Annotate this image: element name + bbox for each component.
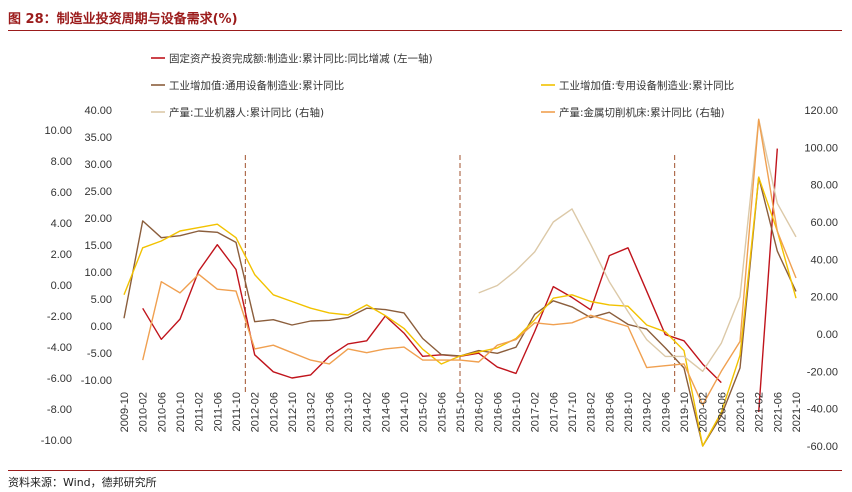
left-inner-axis-tick: 30.00: [84, 159, 112, 171]
left-inner-axis-tick: 40.00: [84, 105, 112, 117]
left-outer-axis-tick: -2.00: [47, 311, 72, 323]
x-axis-tick: 2016-02: [474, 392, 486, 432]
x-axis-tick: 2013-10: [343, 392, 355, 432]
left-outer-axis-tick: 4.00: [51, 218, 72, 230]
series-line-4: [478, 118, 797, 372]
x-axis-tick: 2015-02: [418, 392, 430, 432]
legend-label-4: 产量:工业机器人:累计同比 (右轴): [169, 106, 324, 119]
left-inner-axis-tick: 20.00: [84, 213, 112, 225]
x-axis-tick: 2018-06: [604, 392, 616, 432]
x-axis-tick: 2011-10: [231, 392, 243, 432]
chart-title: 图 28：制造业投资周期与设备需求(%): [8, 12, 238, 27]
legend-label-1: 固定资产投资完成额:制造业:累计同比:同比增减 (左一轴): [169, 52, 433, 65]
x-axis-tick: 2012-06: [268, 392, 280, 432]
left-inner-axis-tick: -10.00: [81, 375, 112, 387]
x-axis-tick: 2017-02: [530, 392, 542, 432]
x-axis-tick: 2014-06: [380, 392, 392, 432]
left-outer-axis-tick: 10.00: [44, 125, 72, 137]
x-axis-tick: 2020-02: [698, 392, 710, 432]
left-inner-axis-tick: 15.00: [84, 240, 112, 252]
x-axis-tick: 2019-10: [679, 392, 691, 432]
x-axis-tick: 2014-02: [362, 392, 374, 432]
x-axis-tick: 2009-10: [119, 392, 131, 432]
left-outer-axis-tick: -6.00: [47, 373, 72, 385]
x-axis-tick: 2021-10: [791, 392, 803, 432]
right-axis-tick: -20.00: [807, 366, 838, 378]
x-axis-tick: 2012-02: [250, 392, 262, 432]
x-axis-tick: 2016-10: [511, 392, 523, 432]
right-axis-tick: 80.00: [810, 180, 838, 192]
right-axis-tick: -60.00: [807, 441, 838, 453]
left-outer-axis-tick: -10.00: [41, 435, 72, 447]
x-axis-tick: 2016-06: [492, 392, 504, 432]
footer-divider: [8, 470, 842, 471]
x-axis-tick: 2017-06: [548, 392, 560, 432]
right-axis-tick: -40.00: [807, 404, 838, 416]
x-axis-tick: 2011-06: [212, 392, 224, 432]
x-axis-tick: 2020-06: [716, 392, 728, 432]
left-outer-axis-tick: 2.00: [51, 249, 72, 261]
left-outer-axis-tick: 6.00: [51, 187, 72, 199]
right-axis-tick: 0.00: [817, 329, 838, 341]
left-outer-axis-tick: -8.00: [47, 404, 72, 416]
right-axis-tick: 60.00: [810, 217, 838, 229]
x-axis-tick: 2017-10: [567, 392, 579, 432]
x-axis-tick: 2021-06: [772, 392, 784, 432]
x-axis-tick: 2019-02: [642, 392, 654, 432]
x-axis-tick: 2015-10: [455, 392, 467, 432]
left-inner-axis-tick: 10.00: [84, 267, 112, 279]
title-divider: [8, 30, 842, 31]
x-axis-tick: 2013-02: [306, 392, 318, 432]
left-inner-axis-tick: -5.00: [87, 348, 112, 360]
legend-label-2: 工业增加值:通用设备制造业:累计同比: [169, 79, 344, 92]
right-axis-tick: 40.00: [810, 254, 838, 266]
x-axis-tick: 2010-06: [156, 392, 168, 432]
left-outer-axis-tick: 0.00: [51, 280, 72, 292]
source-note: 资料来源：Wind，德邦研究所: [8, 476, 157, 489]
x-axis-tick: 2018-02: [586, 392, 598, 432]
right-axis-tick: 20.00: [810, 292, 838, 304]
x-axis-tick: 2021-02: [754, 392, 766, 432]
x-axis-tick: 2020-10: [735, 392, 747, 432]
left-inner-axis-tick: 0.00: [91, 321, 112, 333]
x-axis-tick: 2018-10: [623, 392, 635, 432]
legend-label-5: 产量:金属切削机床:累计同比 (右轴): [559, 106, 725, 119]
x-axis-tick: 2015-06: [436, 392, 448, 432]
left-inner-axis-tick: 5.00: [91, 294, 112, 306]
x-axis-tick: 2010-02: [138, 392, 150, 432]
left-inner-axis-tick: 25.00: [84, 186, 112, 198]
series-line-3: [123, 176, 797, 447]
left-inner-axis-tick: 35.00: [84, 132, 112, 144]
x-axis-tick: 2012-10: [287, 392, 299, 432]
x-axis-tick: 2014-10: [399, 392, 411, 432]
series-line-5: [142, 118, 797, 406]
x-axis-tick: 2011-02: [194, 392, 206, 432]
x-axis-tick: 2019-06: [660, 392, 672, 432]
x-axis-tick: 2010-10: [175, 392, 187, 432]
right-axis-tick: 120.00: [804, 105, 838, 117]
x-axis-tick: 2013-06: [324, 392, 336, 432]
left-outer-axis-tick: 8.00: [51, 156, 72, 168]
legend-label-3: 工业增加值:专用设备制造业:累计同比: [559, 79, 734, 92]
right-axis-tick: 100.00: [804, 142, 838, 154]
left-outer-axis-tick: -4.00: [47, 342, 72, 354]
